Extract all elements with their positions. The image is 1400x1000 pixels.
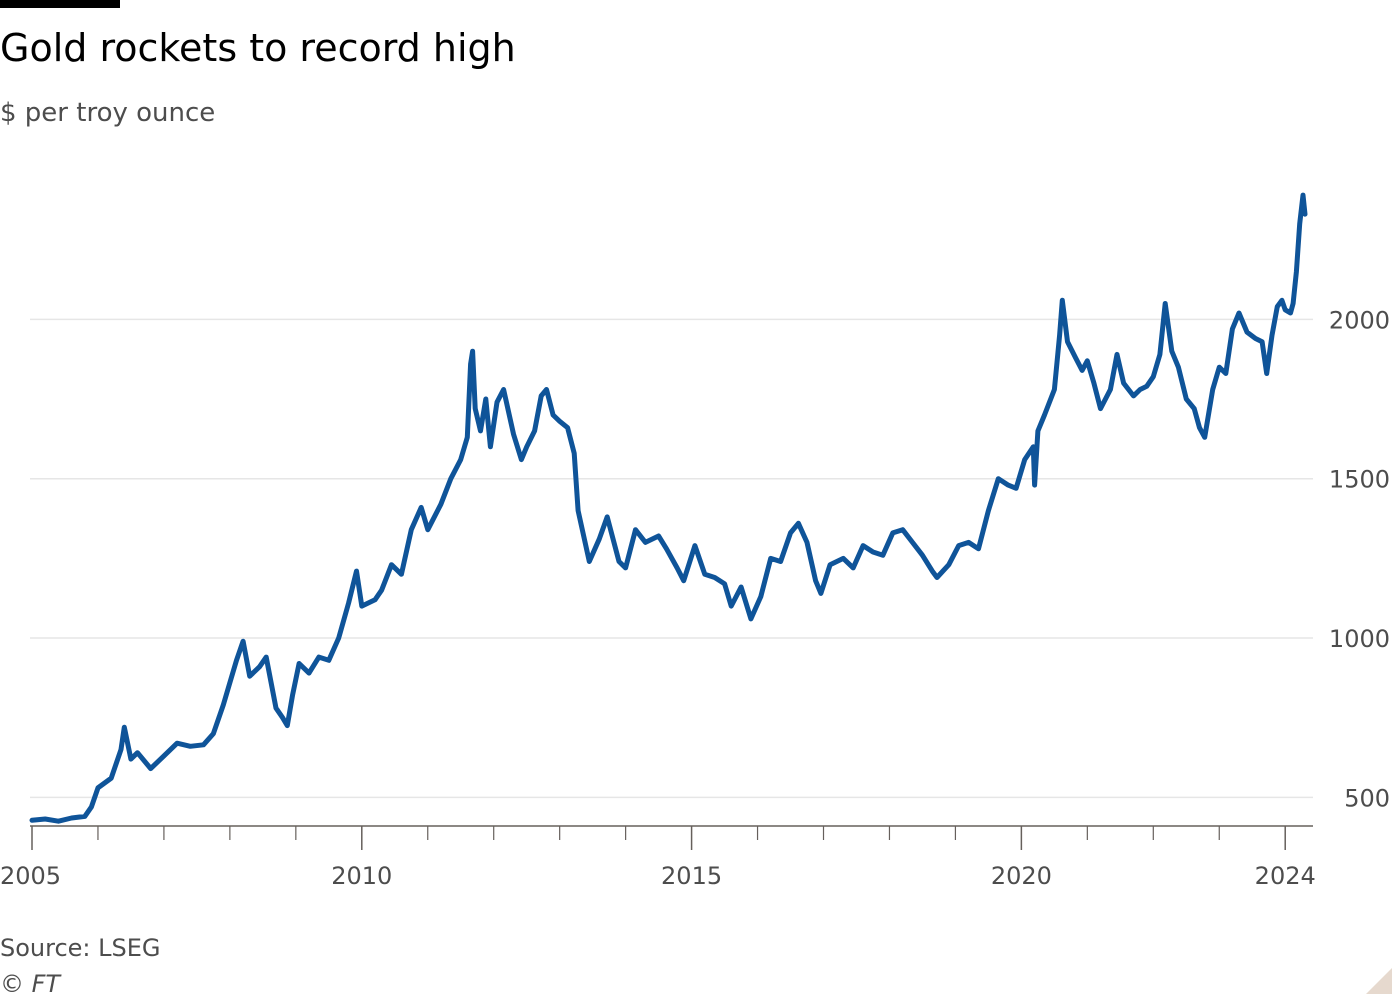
source-note: Source: LSEG xyxy=(0,934,161,962)
copyright-note: © FT xyxy=(0,970,61,998)
y-tick-label-1500: 1500 xyxy=(1329,466,1390,494)
grid-layer xyxy=(30,318,1313,799)
tick-labels: 500 1000 1500 2000 2005 2010 2015 2020 2024 xyxy=(0,306,1390,890)
x-axis xyxy=(30,825,1313,850)
x-tick-label-2005: 2005 xyxy=(0,862,61,890)
chart-subtitle: $ per troy ounce xyxy=(0,98,216,128)
chart-title: Gold rockets to record high xyxy=(0,26,516,70)
x-tick-label-2024: 2024 xyxy=(1255,862,1316,890)
x-tick-label-2020: 2020 xyxy=(991,862,1052,890)
brand-bar xyxy=(0,0,120,8)
corner-mark xyxy=(1366,968,1392,994)
x-tick-label-2015: 2015 xyxy=(661,862,722,890)
y-tick-label-2000: 2000 xyxy=(1329,306,1390,334)
series-layer xyxy=(29,192,1308,824)
y-tick-label-1000: 1000 xyxy=(1329,625,1390,653)
x-tick-label-2010: 2010 xyxy=(331,862,392,890)
y-tick-label-500: 500 xyxy=(1344,784,1390,812)
series-line-gold-price xyxy=(29,192,1308,824)
